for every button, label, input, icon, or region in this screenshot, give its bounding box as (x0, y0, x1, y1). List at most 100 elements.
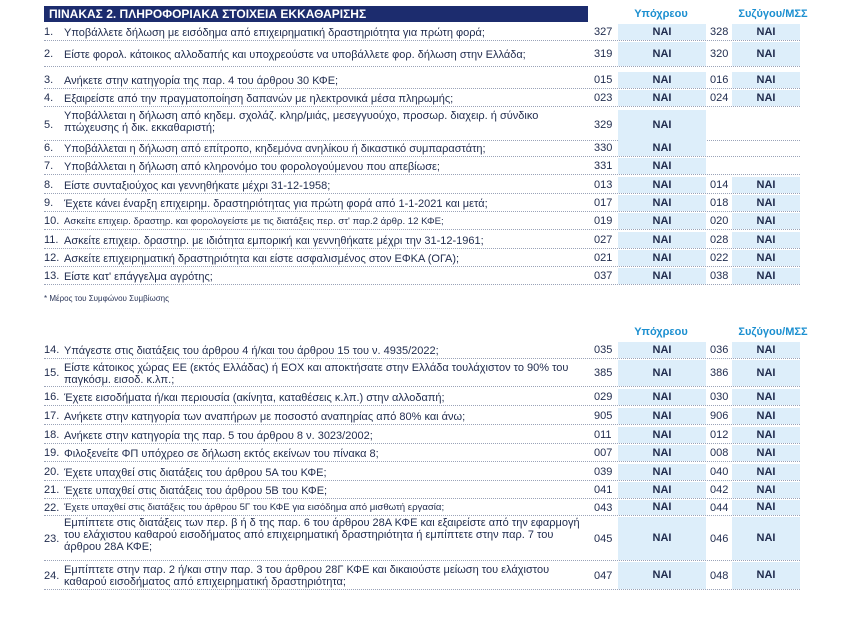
spouse-answer: ΝΑΙ (756, 25, 776, 38)
taxpayer-answer: ΝΑΙ (652, 269, 672, 282)
spouse-answer-cell[interactable]: ΝΑΙ (732, 213, 800, 229)
taxpayer-answer-cell[interactable]: ΝΑΙ (618, 360, 706, 386)
taxpayer-answer: ΝΑΙ (652, 233, 672, 246)
row-label: Ανήκετε στην κατηγορία της παρ. 4 του άρ… (64, 74, 339, 87)
taxpayer-code: 905 (594, 410, 613, 422)
spouse-answer: ΝΑΙ (756, 343, 776, 356)
spouse-answer-cell[interactable]: ΝΑΙ (732, 445, 800, 461)
column-header-spouse: Συζύγου/ΜΣΣ (738, 8, 808, 20)
taxpayer-answer-cell[interactable]: ΝΑΙ (618, 562, 706, 589)
taxpayer-answer-cell[interactable]: ΝΑΙ (618, 427, 706, 443)
spouse-code: 386 (710, 367, 729, 379)
spouse-answer-cell[interactable]: ΝΑΙ (732, 427, 800, 443)
taxpayer-answer-cell[interactable]: ΝΑΙ (618, 445, 706, 461)
spouse-answer-cell[interactable]: ΝΑΙ (732, 464, 800, 480)
row-label: Υποβάλλεται η δήλωση από επίτροπο, κηδεμ… (64, 142, 486, 155)
spouse-answer-cell[interactable]: ΝΑΙ (732, 90, 800, 106)
table-row: 5. Υποβάλλεται η δήλωση από κηδεμ. σχολάζ… (44, 110, 800, 141)
spouse-answer-cell[interactable]: ΝΑΙ (732, 268, 800, 284)
taxpayer-code: 037 (594, 270, 613, 282)
spouse-code: 024 (710, 92, 729, 104)
taxpayer-answer: ΝΑΙ (652, 196, 672, 209)
spouse-answer-cell[interactable]: ΝΑΙ (732, 389, 800, 405)
taxpayer-answer: ΝΑΙ (652, 47, 672, 60)
taxpayer-answer-cell[interactable]: ΝΑΙ (618, 389, 706, 405)
spouse-answer: ΝΑΙ (756, 214, 776, 227)
taxpayer-answer-cell[interactable]: ΝΑΙ (618, 408, 706, 424)
row-label: Ανήκετε στην κατηγορία της παρ. 5 του άρ… (64, 429, 373, 442)
spouse-answer: ΝΑΙ (756, 366, 776, 379)
spouse-answer-cell[interactable]: ΝΑΙ (732, 482, 800, 498)
table-row: 17. Ανήκετε στην κατηγορία των αναπήρων μ… (44, 408, 800, 425)
taxpayer-answer: ΝΑΙ (652, 446, 672, 459)
taxpayer-answer-cell[interactable]: ΝΑΙ (618, 268, 706, 284)
taxpayer-answer-cell[interactable]: ΝΑΙ (618, 90, 706, 106)
spouse-answer-cell[interactable]: ΝΑΙ (732, 177, 800, 193)
spouse-answer-cell[interactable]: ΝΑΙ (732, 342, 800, 358)
row-number: 24. (44, 569, 60, 582)
row-label: Εμπίπτετε στην παρ. 2 ή/και στην παρ. 3 … (64, 564, 550, 588)
taxpayer-code: 007 (594, 447, 613, 459)
taxpayer-answer-cell[interactable]: ΝΑΙ (618, 232, 706, 248)
taxpayer-code: 045 (594, 532, 613, 545)
row-label: Εξαιρείστε από την πραγματοποίηση δαπανώ… (64, 92, 454, 105)
spouse-code: 022 (710, 252, 729, 264)
taxpayer-answer-cell[interactable]: ΝΑΙ (618, 213, 706, 229)
spouse-answer-cell[interactable]: ΝΑΙ (732, 195, 800, 211)
spouse-answer-cell[interactable]: ΝΑΙ (732, 360, 800, 386)
taxpayer-answer-cell[interactable]: ΝΑΙ (618, 250, 706, 266)
spouse-code: 016 (710, 74, 729, 86)
taxpayer-answer: ΝΑΙ (652, 178, 672, 191)
taxpayer-answer-cell[interactable]: ΝΑΙ (618, 500, 706, 515)
row-number: 4. (44, 92, 54, 104)
taxpayer-answer-cell[interactable]: ΝΑΙ (618, 177, 706, 193)
spouse-answer-cell[interactable]: ΝΑΙ (732, 250, 800, 266)
taxpayer-answer-cell[interactable]: ΝΑΙ (618, 342, 706, 358)
row-number: 3. (44, 74, 54, 86)
spouse-answer-cell[interactable]: ΝΑΙ (732, 562, 800, 589)
column-header-taxpayer-2: Υπόχρεου (634, 326, 688, 338)
table-row: 24. Εμπίπτετε στην παρ. 2 ή/και στην παρ.… (44, 562, 800, 590)
taxpayer-answer-cell[interactable]: ΝΑΙ (618, 464, 706, 480)
spouse-answer-cell[interactable]: ΝΑΙ (732, 408, 800, 424)
taxpayer-answer-cell[interactable]: ΝΑΙ (618, 72, 706, 88)
spouse-answer: ΝΑΙ (756, 532, 776, 544)
row-label: Ασκείτε επιχειρ. δραστηρ. με ιδιότητα εμ… (64, 234, 484, 247)
taxpayer-answer: ΝΑΙ (652, 409, 672, 422)
table-row: 15. Είστε κάτοικος χώρας ΕΕ (εκτός Ελλάδα… (44, 360, 800, 387)
spouse-answer-cell[interactable]: ΝΑΙ (732, 24, 800, 40)
taxpayer-answer-cell[interactable]: ΝΑΙ (618, 110, 706, 140)
row-label: Είστε κατ' επάγγελμα αγρότης; (64, 270, 213, 283)
taxpayer-answer-cell[interactable]: ΝΑΙ (618, 158, 706, 174)
row-number: 2. (44, 48, 54, 60)
row-label: Ανήκετε στην κατηγορία των αναπήρων με π… (64, 410, 466, 423)
table-row: 1. Υποβάλλετε δήλωση με εισόδημα από επιχ… (44, 24, 800, 41)
spouse-answer-cell[interactable]: ΝΑΙ (732, 500, 800, 515)
spouse-code: 028 (710, 234, 729, 246)
spouse-answer: ΝΑΙ (756, 483, 776, 496)
taxpayer-answer-cell[interactable]: ΝΑΙ (618, 482, 706, 498)
spouse-answer-cell[interactable]: ΝΑΙ (732, 517, 800, 560)
table-row: 22. Έχετε υπαχθεί στις διατάξεις του άρθρ… (44, 500, 800, 516)
spouse-answer-cell[interactable]: ΝΑΙ (732, 42, 800, 66)
spouse-answer: ΝΑΙ (756, 91, 776, 104)
taxpayer-answer-cell[interactable]: ΝΑΙ (618, 42, 706, 66)
taxpayer-code: 043 (594, 501, 613, 514)
taxpayer-answer-cell[interactable]: ΝΑΙ (618, 517, 706, 560)
table-row: 19. Φιλοξενείτε ΦΠ υπόχρεο σε δήλωση εκτό… (44, 445, 800, 462)
taxpayer-code: 021 (594, 252, 613, 264)
spouse-code: 328 (710, 26, 729, 38)
row-number: 6. (44, 142, 54, 154)
row-label: Ασκείτε επιχειρ. δραστηρ. και φορολογείσ… (64, 215, 444, 227)
taxpayer-answer-cell[interactable]: ΝΑΙ (618, 24, 706, 40)
spouse-answer-cell[interactable]: ΝΑΙ (732, 72, 800, 88)
footnote: * Μέρος του Συμφώνου Συμβίωσης (44, 294, 169, 303)
row-number: 17. (44, 410, 60, 422)
spouse-code: 012 (710, 429, 729, 441)
taxpayer-answer-cell[interactable]: ΝΑΙ (618, 140, 706, 156)
table-row: 20. Έχετε υπαχθεί στις διατάξεις του άρθρ… (44, 464, 800, 481)
row-label: Είστε κάτοικος χώρας ΕΕ (εκτός Ελλάδας) … (64, 361, 569, 386)
taxpayer-answer-cell[interactable]: ΝΑΙ (618, 195, 706, 211)
spouse-answer-cell[interactable]: ΝΑΙ (732, 232, 800, 248)
